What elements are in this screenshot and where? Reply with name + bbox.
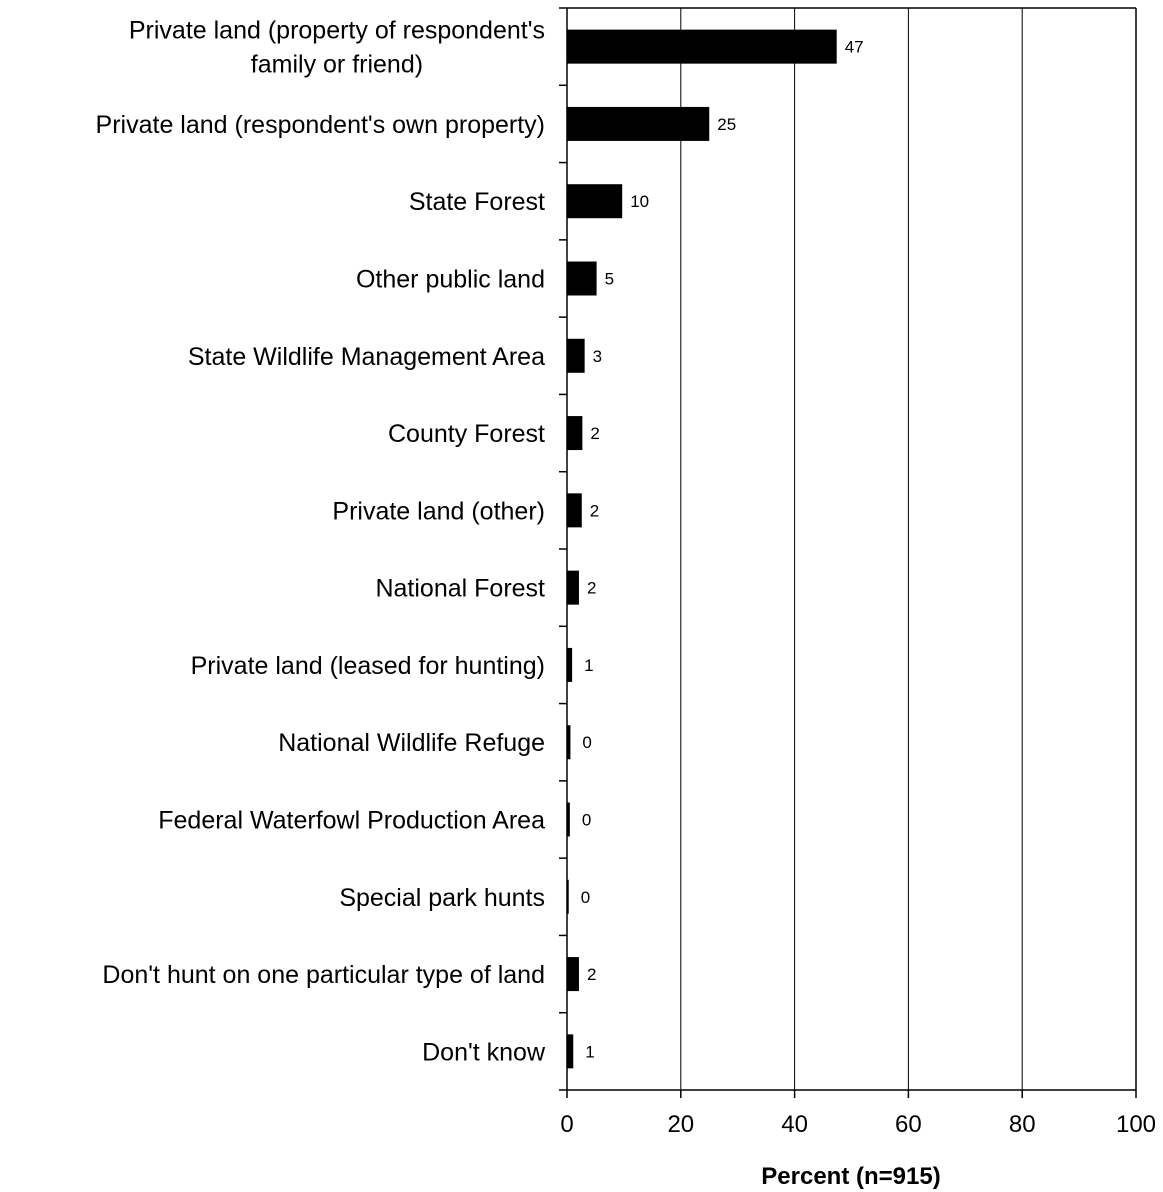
axes: [559, 7, 1137, 1098]
category-label: Other public land: [356, 266, 545, 294]
x-axis-title: Percent (n=915): [761, 1163, 940, 1190]
bar: [567, 1034, 574, 1069]
data-label: 1: [585, 1042, 594, 1061]
bars: [567, 29, 837, 1069]
category-label: Private land (property of respondent's fa…: [129, 17, 545, 79]
bar: [567, 725, 571, 760]
x-tick-labels: 0 20 40 60 80 100: [560, 1111, 1156, 1138]
category-label: Don't know: [422, 1038, 546, 1066]
category-label: State Wildlife Management Area: [188, 343, 545, 371]
category-label: Private land (respondent's own property): [96, 111, 545, 139]
category-label: State Forest: [409, 188, 545, 216]
category-labels: Private land (property of respondent's fa…: [96, 17, 546, 1067]
bar: [567, 338, 585, 373]
bar: [567, 647, 573, 682]
data-label: 1: [584, 656, 593, 675]
data-label: 2: [590, 501, 599, 520]
data-label: 2: [587, 579, 596, 598]
bar: [567, 802, 570, 837]
bar: [567, 184, 623, 219]
data-label: 5: [605, 270, 614, 289]
category-label: Don't hunt on one particular type of lan…: [102, 961, 545, 989]
bar: [567, 261, 597, 296]
category-label: Private land (other): [332, 497, 545, 525]
x-tick-label: 0: [560, 1111, 573, 1138]
category-label: Federal Waterfowl Production Area: [158, 807, 545, 835]
category-label: National Forest: [375, 575, 545, 603]
bar: [567, 106, 710, 141]
data-label: 47: [845, 38, 864, 57]
gridlines: [680, 8, 1137, 1090]
data-label: 0: [581, 888, 590, 907]
bar: [567, 29, 837, 64]
data-label: 0: [582, 733, 591, 752]
x-tick-label: 100: [1116, 1111, 1156, 1138]
x-tick-label: 80: [1009, 1111, 1036, 1138]
x-tick-label: 40: [781, 1111, 808, 1138]
data-label: 0: [582, 811, 591, 830]
x-tick-label: 60: [895, 1111, 922, 1138]
data-label: 2: [590, 424, 599, 443]
data-label: 2: [587, 965, 596, 984]
bar: [567, 416, 583, 451]
data-label: 3: [593, 347, 602, 366]
category-label: Special park hunts: [339, 884, 545, 912]
bar: [567, 493, 582, 528]
category-label: County Forest: [388, 420, 545, 448]
category-label: Private land (leased for hunting): [191, 652, 545, 680]
category-label: National Wildlife Refuge: [278, 729, 545, 757]
data-label: 10: [630, 192, 649, 211]
data-label: 25: [717, 115, 736, 134]
bar: [567, 879, 569, 914]
x-tick-label: 20: [667, 1111, 694, 1138]
bar: [567, 570, 579, 605]
bar: [567, 957, 579, 992]
